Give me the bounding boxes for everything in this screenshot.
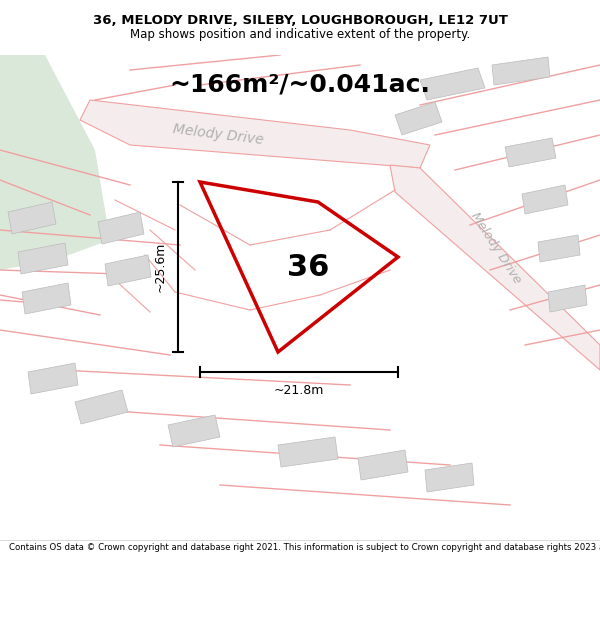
Text: Contains OS data © Crown copyright and database right 2021. This information is : Contains OS data © Crown copyright and d… (9, 542, 600, 551)
Polygon shape (18, 243, 68, 274)
Polygon shape (168, 415, 220, 447)
Text: Melody Drive: Melody Drive (172, 122, 264, 148)
Polygon shape (0, 55, 110, 270)
Text: ~166m²/~0.041ac.: ~166m²/~0.041ac. (170, 73, 430, 97)
Polygon shape (395, 102, 442, 135)
Text: ~21.8m: ~21.8m (274, 384, 324, 396)
Text: 36: 36 (287, 254, 329, 282)
Polygon shape (28, 363, 78, 394)
Polygon shape (22, 283, 71, 314)
Polygon shape (538, 235, 580, 262)
Polygon shape (390, 165, 600, 370)
Polygon shape (75, 390, 128, 424)
Polygon shape (548, 285, 587, 312)
Polygon shape (505, 138, 556, 167)
Polygon shape (522, 185, 568, 214)
Text: ~25.6m: ~25.6m (154, 242, 167, 292)
Text: 36, MELODY DRIVE, SILEBY, LOUGHBOROUGH, LE12 7UT: 36, MELODY DRIVE, SILEBY, LOUGHBOROUGH, … (92, 14, 508, 27)
Text: Melody Drive: Melody Drive (468, 210, 524, 286)
Polygon shape (278, 437, 338, 467)
Polygon shape (8, 202, 56, 234)
Text: Map shows position and indicative extent of the property.: Map shows position and indicative extent… (130, 28, 470, 41)
Polygon shape (420, 68, 485, 100)
Polygon shape (358, 450, 408, 480)
Polygon shape (492, 57, 550, 85)
Polygon shape (105, 255, 151, 286)
Polygon shape (80, 100, 430, 168)
Polygon shape (98, 212, 144, 244)
Polygon shape (425, 463, 474, 492)
